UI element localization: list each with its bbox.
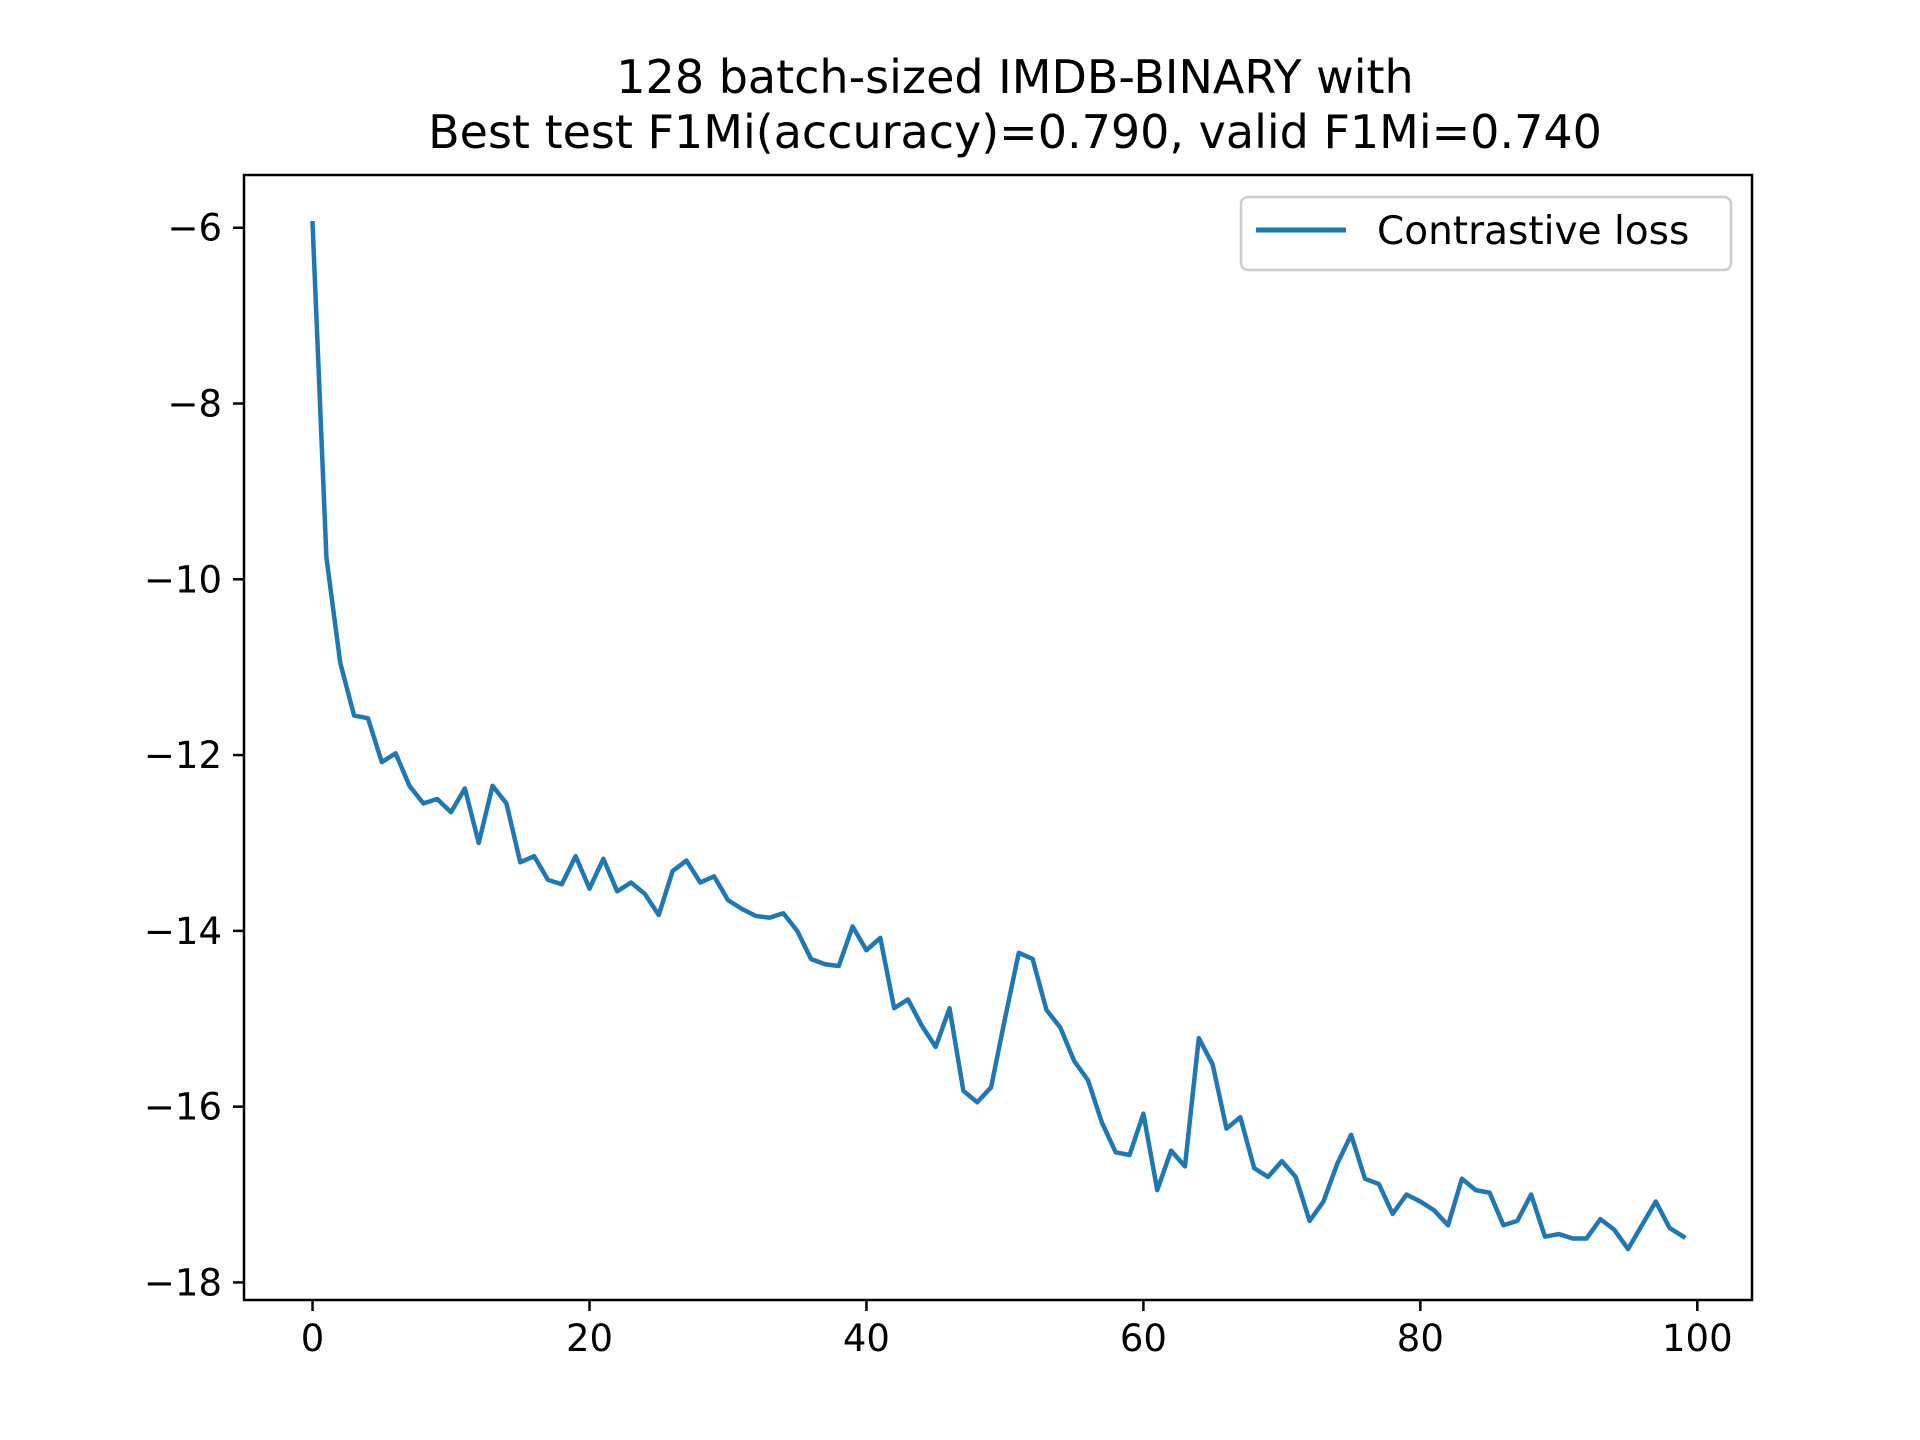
chart-title-line-1: 128 batch-sized IMDB-BINARY with — [616, 50, 1413, 104]
legend-label: Contrastive loss — [1377, 209, 1689, 254]
x-tick-label: 40 — [843, 1317, 890, 1360]
y-axis: −6 −8 −10 −12 −14 −16 −18 — [144, 207, 244, 1304]
legend-box — [1239, 195, 1733, 272]
chart-title-line-2: Best test F1Mi(accuracy)=0.790, valid F1… — [428, 105, 1602, 159]
x-axis: 0 20 40 60 80 100 — [301, 1300, 1733, 1360]
plot-area-frame — [242, 173, 1754, 1302]
y-tick-label: −16 — [144, 1086, 222, 1129]
y-tick-label: −8 — [167, 383, 222, 426]
series-line-contrastive-loss — [310, 220, 1687, 1252]
y-tick-label: −12 — [144, 734, 222, 777]
x-tick-label: 100 — [1662, 1317, 1733, 1360]
legend: Contrastive loss — [1239, 195, 1733, 272]
x-tick-label: 20 — [566, 1317, 613, 1360]
x-tick-label: 80 — [1397, 1317, 1444, 1360]
x-tick-label: 0 — [301, 1317, 325, 1360]
y-tick-label: −14 — [144, 910, 222, 953]
x-tick-label: 60 — [1120, 1317, 1167, 1360]
series-layer — [310, 220, 1687, 1252]
chart-title: 128 batch-sized IMDB-BINARY with Best te… — [428, 50, 1602, 159]
y-tick-label: −18 — [144, 1261, 222, 1304]
y-tick-label: −10 — [144, 558, 222, 601]
y-tick-label: −6 — [167, 207, 222, 250]
